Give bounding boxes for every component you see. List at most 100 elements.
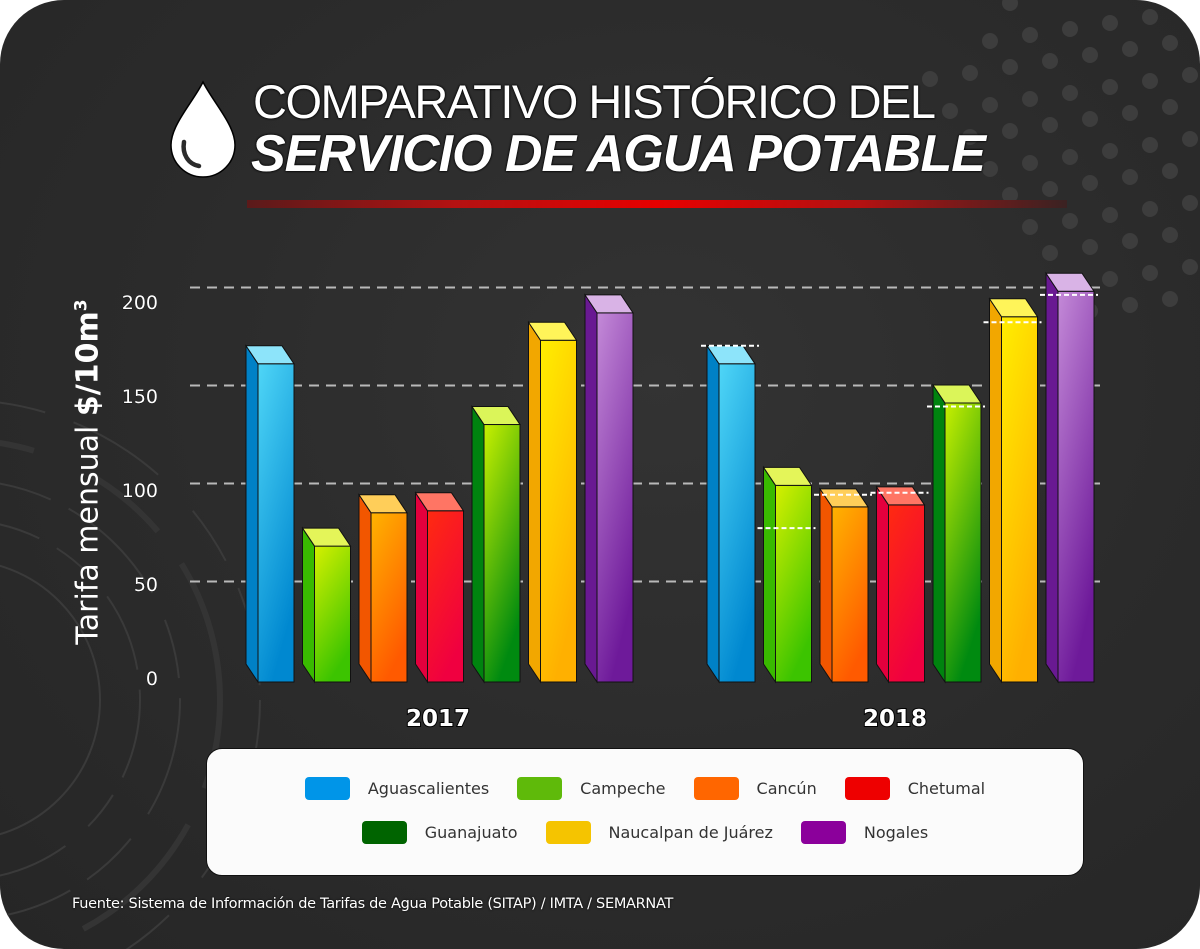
bar-side-face xyxy=(415,491,428,684)
bar-side-face xyxy=(876,485,889,684)
bar-side-face xyxy=(528,320,541,684)
bar-side-face xyxy=(584,293,598,684)
decor-dot xyxy=(962,129,978,145)
legend-swatch xyxy=(517,777,563,800)
title-line-1: COMPARATIVO HISTÓRICO DEL xyxy=(253,75,936,128)
bar-top-face xyxy=(762,466,813,486)
legend-swatch xyxy=(800,821,846,844)
legend: Aguascalientes Campeche Cancún Chetumal Gua… xyxy=(206,748,1084,876)
bar-2017-aguascalientes xyxy=(245,344,295,684)
bar-front-face xyxy=(1057,290,1095,683)
bar-top-face xyxy=(471,406,521,426)
bars xyxy=(245,271,1095,684)
bar-front-face xyxy=(427,510,464,683)
bar-2018-nogales xyxy=(1045,271,1095,684)
legend-swatch xyxy=(361,821,407,844)
legend-label: Cancún xyxy=(756,779,817,798)
decor-dot xyxy=(922,71,938,87)
legend-label: Guanajuato xyxy=(424,823,518,842)
decor-dot xyxy=(1122,169,1138,185)
reference-markers xyxy=(701,293,1098,530)
bar-2017-campeche xyxy=(301,526,352,684)
decor-dot xyxy=(962,65,978,81)
bar-top-face xyxy=(301,527,352,547)
bar-front-face xyxy=(888,504,925,683)
decor-dot xyxy=(1022,27,1038,43)
y-tick-label: 100 xyxy=(122,480,158,502)
legend-swatch xyxy=(545,821,591,844)
y-tick-label: 50 xyxy=(134,574,158,596)
decor-dot xyxy=(1042,117,1058,133)
decor-dot xyxy=(942,103,958,119)
decor-dot xyxy=(1162,163,1178,179)
water-drop-icon xyxy=(170,80,236,178)
title-line-2: SERVICIO DE AGUA POTABLE xyxy=(251,125,986,183)
decor-dot xyxy=(982,161,998,177)
title-underline xyxy=(247,200,1067,208)
decor-dot xyxy=(1062,85,1078,101)
bar-side-face xyxy=(932,383,946,684)
decor-dot xyxy=(1182,195,1198,211)
bar-top-face xyxy=(875,486,926,506)
decor-dot xyxy=(1162,35,1178,51)
bar-front-face xyxy=(718,363,756,683)
decor-dot xyxy=(1102,79,1118,95)
decor-dot xyxy=(1042,181,1058,197)
decor-dot xyxy=(1082,111,1098,127)
bar-front-face xyxy=(370,512,408,683)
y-tick-label: 200 xyxy=(122,292,158,314)
decor-dot xyxy=(1162,291,1178,307)
bar-2017-canc-n xyxy=(358,493,408,684)
legend-swatch xyxy=(693,777,739,800)
legend-item: Nogales xyxy=(800,821,929,844)
decor-dot xyxy=(1062,21,1078,37)
decor-dot xyxy=(1102,207,1118,223)
legend-item: Naucalpan de Juárez xyxy=(545,821,773,844)
decor-dot xyxy=(1042,53,1058,69)
legend-swatch xyxy=(304,777,350,800)
bar-2018-naucalpan-de-ju-rez xyxy=(988,297,1039,684)
bar-side-face xyxy=(819,487,833,684)
x-category-labels: 2017 2018 xyxy=(405,705,928,733)
legend-item: Aguascalientes xyxy=(304,777,489,800)
decor-dot xyxy=(1042,245,1058,261)
decor-dot xyxy=(1182,3,1198,19)
y-tick-label: 0 xyxy=(146,668,158,690)
decor-dot xyxy=(1122,105,1138,121)
bar-top-face xyxy=(245,345,295,365)
bar-side-face xyxy=(706,344,720,684)
bar-2017-chetumal xyxy=(414,491,465,684)
decor-dot xyxy=(1142,265,1158,281)
legend-label: Nogales xyxy=(863,823,929,842)
decor-dot xyxy=(1122,297,1138,313)
decor-dot xyxy=(1162,227,1178,243)
legend-row: Aguascalientes Campeche Cancún Chetumal xyxy=(207,777,1083,800)
bar-front-face xyxy=(831,506,869,683)
x-category-label: 2018 xyxy=(863,706,927,732)
bar-2018-aguascalientes xyxy=(706,344,756,684)
bar-side-face xyxy=(245,344,259,684)
legend-label: Chetumal xyxy=(907,779,986,798)
bar-front-face xyxy=(540,339,577,683)
bar-2018-guanajuato xyxy=(932,383,982,684)
decor-dot xyxy=(1102,15,1118,31)
legend-row: Guanajuato Naucalpan de Juárez Nogales xyxy=(207,821,1083,844)
bar-top-face xyxy=(1045,272,1095,292)
decor-dot xyxy=(1182,131,1198,147)
bar-front-face xyxy=(483,424,521,683)
dot-pattern xyxy=(922,0,1198,319)
bar-front-face xyxy=(944,402,982,683)
decor-dot xyxy=(1022,155,1038,171)
bar-front-face xyxy=(314,545,351,683)
bar-front-face xyxy=(596,312,634,683)
y-tick-labels: 0 50 100 150 200 xyxy=(121,292,158,691)
decor-dot xyxy=(1082,239,1098,255)
bar-top-face xyxy=(988,298,1039,318)
source-note: Fuente: Sistema de Información de Tarifa… xyxy=(72,896,674,912)
legend-item: Chetumal xyxy=(844,777,986,800)
bar-top-face xyxy=(932,384,982,404)
decor-dot xyxy=(1142,9,1158,25)
title-block: COMPARATIVO HISTÓRICO DEL SERVICIO DE AG… xyxy=(165,70,1125,220)
